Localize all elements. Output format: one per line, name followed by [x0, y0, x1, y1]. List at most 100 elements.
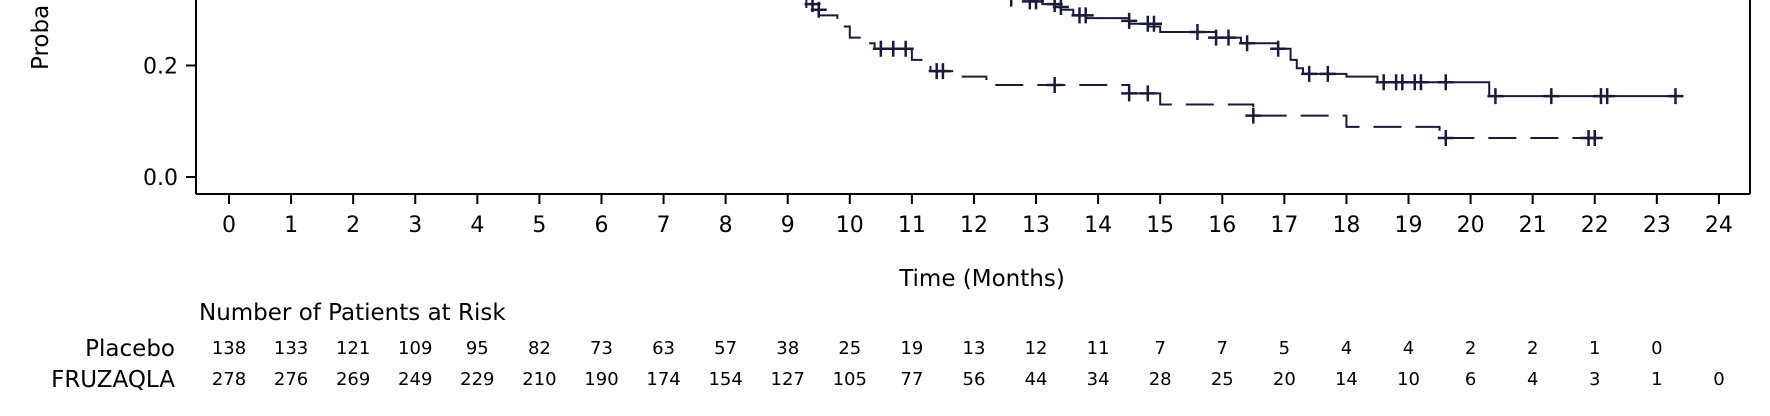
fruzaqla-censor-mark [1189, 24, 1206, 41]
placebo-risk-count: 2 [1527, 338, 1538, 359]
fruzaqla-risk-count: 56 [963, 369, 986, 390]
placebo-risk-count: 109 [398, 338, 432, 359]
x-tick-label: 22 [1581, 213, 1609, 238]
fruzaqla-censor-mark [1543, 88, 1560, 105]
fruzaqla-risk-count: 10 [1397, 369, 1420, 390]
placebo-risk-count: 7 [1217, 338, 1228, 359]
x-tick-label: 4 [470, 213, 484, 238]
y-tick-label: 0.2 [143, 55, 178, 80]
fruzaqla-risk-count: 20 [1273, 369, 1296, 390]
fruzaqla-risk-count: 249 [398, 369, 432, 390]
x-tick-label: 10 [836, 213, 864, 238]
placebo-risk-count: 133 [274, 338, 308, 359]
placebo-risk-count: 138 [212, 338, 246, 359]
placebo-risk-count: 12 [1025, 338, 1048, 359]
x-axis-label: Time (Months) [898, 266, 1065, 292]
placebo-risk-count: 19 [900, 338, 923, 359]
x-tick-label: 1 [284, 213, 298, 238]
x-tick-label: 15 [1146, 213, 1174, 238]
fruzaqla-risk-count: 105 [833, 369, 867, 390]
placebo-risk-count: 63 [652, 338, 675, 359]
plot-area [195, 0, 1751, 195]
placebo-risk-count: 25 [838, 338, 861, 359]
x-tick-label: 3 [408, 213, 422, 238]
placebo-risk-count: 121 [336, 338, 370, 359]
placebo-risk-count: 38 [776, 338, 799, 359]
fruzaqla-risk-count: 34 [1087, 369, 1110, 390]
fruzaqla-risk-count: 77 [900, 369, 923, 390]
fruzaqla-censor-mark [1220, 29, 1237, 46]
x-tick-label: 12 [960, 213, 988, 238]
placebo-censor-mark [1586, 129, 1603, 146]
x-tick-label: 11 [898, 213, 926, 238]
placebo-censor-mark [1139, 85, 1156, 102]
x-tick-label: 18 [1332, 213, 1360, 238]
placebo-risk-count: 5 [1279, 338, 1290, 359]
placebo-risk-count: 2 [1465, 338, 1476, 359]
placebo-risk-label: Placebo [85, 336, 175, 362]
placebo-risk-count: 57 [714, 338, 737, 359]
x-tick-label: 14 [1084, 213, 1112, 238]
placebo-censor-mark [934, 63, 951, 80]
placebo-censor-mark [810, 1, 827, 18]
placebo-risk-count: 7 [1154, 338, 1165, 359]
fruzaqla-censor-mark [1599, 88, 1616, 105]
x-tick-label: 0 [222, 213, 236, 238]
risk-table: Placebo 138 133 121 109 95 82 73 63 57 38 25 19 13 12 1… [51, 336, 1725, 393]
x-tick-label: 8 [719, 213, 733, 238]
x-tick-label: 20 [1457, 213, 1485, 238]
fruzaqla-risk-count: 127 [771, 369, 805, 390]
fruzaqla-risk-count: 278 [212, 369, 246, 390]
x-tick-label: 17 [1270, 213, 1298, 238]
x-tick-label: 9 [781, 213, 795, 238]
y-axis-label: Proba [28, 5, 54, 70]
placebo-censor-mark [1121, 85, 1138, 102]
x-tick-label: 7 [657, 213, 671, 238]
fruzaqla-risk-count: 3 [1589, 369, 1600, 390]
fruzaqla-risk-count: 0 [1713, 369, 1724, 390]
fruzaqla-risk-count: 210 [522, 369, 556, 390]
fruzaqla-risk-count: 174 [646, 369, 680, 390]
x-tick-label: 13 [1022, 213, 1050, 238]
x-tick-label: 6 [594, 213, 608, 238]
placebo-risk-count: 4 [1341, 338, 1352, 359]
placebo-risk-count: 4 [1403, 338, 1414, 359]
fruzaqla-risk-count: 44 [1025, 369, 1048, 390]
placebo-censor-mark [1245, 107, 1262, 124]
placebo-risk-count: 1 [1589, 338, 1600, 359]
fruzaqla-censor-mark [1667, 88, 1684, 105]
fruzaqla-censor-mark [1301, 65, 1318, 82]
x-tick-label: 21 [1519, 213, 1547, 238]
x-tick-label: 23 [1643, 213, 1671, 238]
placebo-risk-count: 11 [1087, 338, 1110, 359]
x-tick-label: 5 [532, 213, 546, 238]
x-tick-label: 19 [1395, 213, 1423, 238]
fruzaqla-risk-count: 1 [1651, 369, 1662, 390]
x-tick-label: 2 [346, 213, 360, 238]
placebo-risk-count: 13 [963, 338, 986, 359]
fruzaqla-risk-count: 28 [1149, 369, 1172, 390]
risk-table-title: Number of Patients at Risk [199, 300, 506, 326]
placebo-survival-curve [805, 0, 1595, 139]
fruzaqla-risk-count: 14 [1335, 369, 1358, 390]
fruzaqla-censor-mark [1239, 35, 1256, 52]
x-tick-label: 24 [1705, 213, 1733, 238]
fruzaqla-censor-mark [1437, 74, 1454, 91]
fruzaqla-risk-count: 4 [1527, 369, 1538, 390]
fruzaqla-survival-curve [1041, 0, 1676, 98]
fruzaqla-risk-count: 269 [336, 369, 370, 390]
y-tick-label: 0.0 [143, 166, 178, 191]
fruzaqla-censor-mark [1270, 40, 1287, 57]
placebo-risk-count: 95 [466, 338, 489, 359]
fruzaqla-risk-count: 154 [708, 369, 742, 390]
x-axis: 0 1 2 3 4 5 6 7 8 9 10 11 12 13 14 15 16 17 18 19 20 21 22 23 24 [222, 194, 1733, 238]
fruzaqla-censor-mark [1077, 7, 1094, 24]
placebo-censor-mark [897, 40, 914, 57]
placebo-risk-count: 82 [528, 338, 551, 359]
fruzaqla-censor-mark [1412, 74, 1429, 91]
fruzaqla-censor-mark [1028, 0, 1045, 10]
fruzaqla-risk-label: FRUZAQLA [51, 367, 175, 393]
placebo-risk-count: 73 [590, 338, 613, 359]
fruzaqla-risk-count: 6 [1465, 369, 1476, 390]
